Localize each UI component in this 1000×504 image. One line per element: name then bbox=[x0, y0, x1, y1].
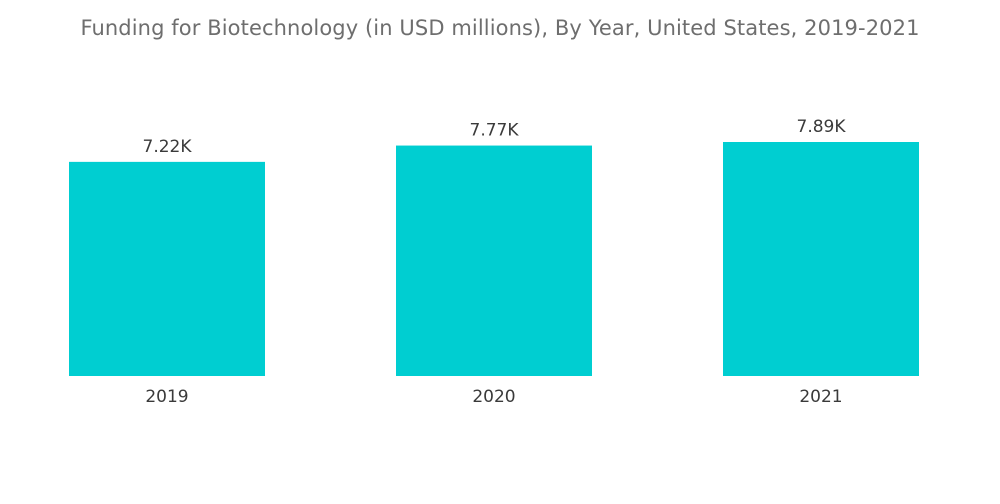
bar-2019 bbox=[69, 161, 265, 376]
bar-2021 bbox=[723, 142, 919, 376]
data-label-2019: 7.22K bbox=[143, 137, 193, 157]
bar-2020 bbox=[396, 145, 592, 376]
x-tick-label-2020: 2020 bbox=[472, 387, 515, 407]
value-labels-group: 7.22K 7.77K 7.89K bbox=[143, 117, 847, 157]
data-label-2020: 7.77K bbox=[470, 121, 520, 141]
x-axis-ticks: 2019 2020 2021 bbox=[145, 387, 842, 407]
bars-group bbox=[69, 142, 919, 376]
x-tick-label-2019: 2019 bbox=[145, 387, 188, 407]
chart-title: Funding for Biotechnology (in USD millio… bbox=[80, 16, 920, 40]
x-tick-label-2021: 2021 bbox=[799, 387, 842, 407]
data-label-2021: 7.89K bbox=[797, 117, 847, 137]
